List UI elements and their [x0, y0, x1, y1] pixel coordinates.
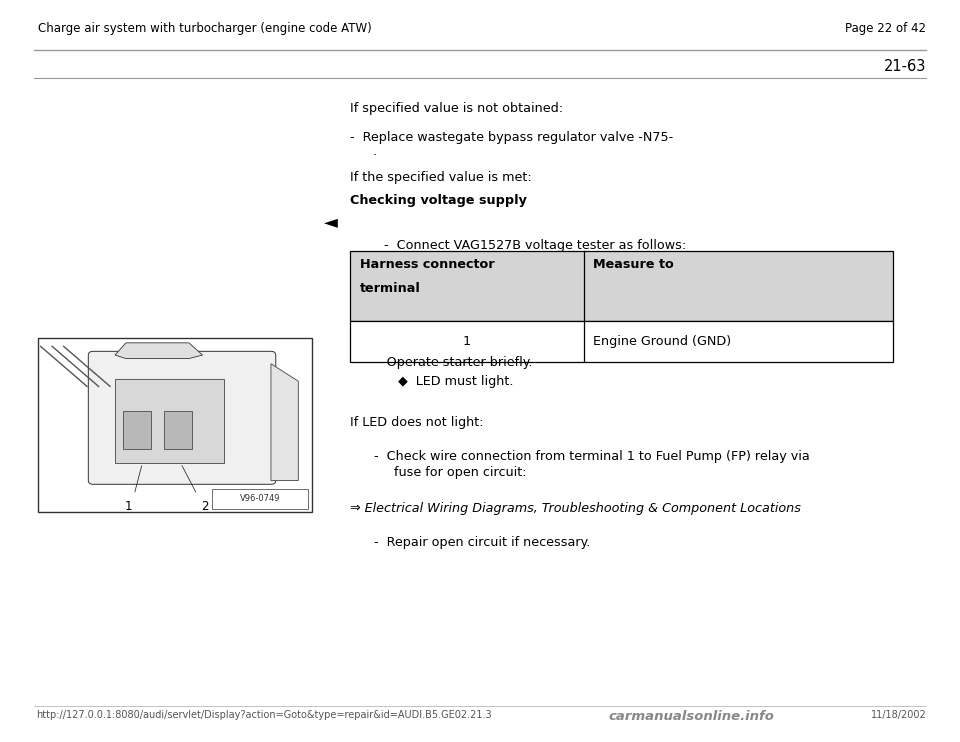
Text: If the specified value is met:: If the specified value is met: [350, 171, 532, 184]
Text: -  Operate starter briefly.: - Operate starter briefly. [374, 356, 533, 370]
Bar [212, 489, 308, 509]
Text: Measure to: Measure to [593, 258, 674, 272]
Text: 2: 2 [202, 500, 209, 513]
Text: V96-0749: V96-0749 [240, 494, 280, 504]
Text: .: . [372, 145, 376, 159]
Bar [350, 321, 893, 362]
Text: 1: 1 [463, 335, 471, 348]
Text: carmanualsonline.info: carmanualsonline.info [609, 710, 774, 723]
Text: fuse for open circuit:: fuse for open circuit: [394, 466, 526, 479]
Polygon shape [271, 364, 299, 481]
Text: Engine Ground (GND): Engine Ground (GND) [593, 335, 732, 348]
Text: Harness connector: Harness connector [360, 258, 494, 272]
Text: terminal: terminal [360, 282, 420, 295]
Text: -  Connect VAG1527B voltage tester as follows:: - Connect VAG1527B voltage tester as fol… [384, 239, 686, 252]
FancyBboxPatch shape [88, 352, 276, 485]
Text: Checking voltage supply: Checking voltage supply [350, 194, 527, 208]
Text: 11/18/2002: 11/18/2002 [871, 710, 926, 720]
Bar [115, 379, 225, 463]
Bar [164, 411, 192, 449]
Text: -  Replace wastegate bypass regulator valve -N75-: - Replace wastegate bypass regulator val… [350, 131, 674, 144]
Text: If specified value is not obtained:: If specified value is not obtained: [350, 102, 564, 116]
Text: http://127.0.0.1:8080/audi/servlet/Display?action=Goto&type=repair&id=AUDI.B5.GE: http://127.0.0.1:8080/audi/servlet/Displ… [36, 710, 492, 720]
Polygon shape [115, 343, 203, 358]
Text: ◄: ◄ [324, 214, 338, 232]
Text: 1: 1 [125, 500, 132, 513]
Text: 21-63: 21-63 [884, 59, 926, 74]
Text: ⇒ Electrical Wiring Diagrams, Troubleshooting & Component Locations: ⇒ Electrical Wiring Diagrams, Troublesho… [350, 502, 802, 515]
Bar [123, 411, 151, 449]
Text: Page 22 of 42: Page 22 of 42 [846, 22, 926, 36]
Text: -  Repair open circuit if necessary.: - Repair open circuit if necessary. [374, 536, 590, 550]
Text: If LED does not light:: If LED does not light: [350, 416, 484, 429]
Text: Charge air system with turbocharger (engine code ATW): Charge air system with turbocharger (eng… [38, 22, 372, 36]
Text: ◆  LED must light.: ◆ LED must light. [398, 375, 514, 389]
Bar [350, 251, 893, 321]
Text: -  Check wire connection from terminal 1 to Fuel Pump (FP) relay via: - Check wire connection from terminal 1 … [374, 450, 810, 463]
Bar [38, 338, 312, 512]
